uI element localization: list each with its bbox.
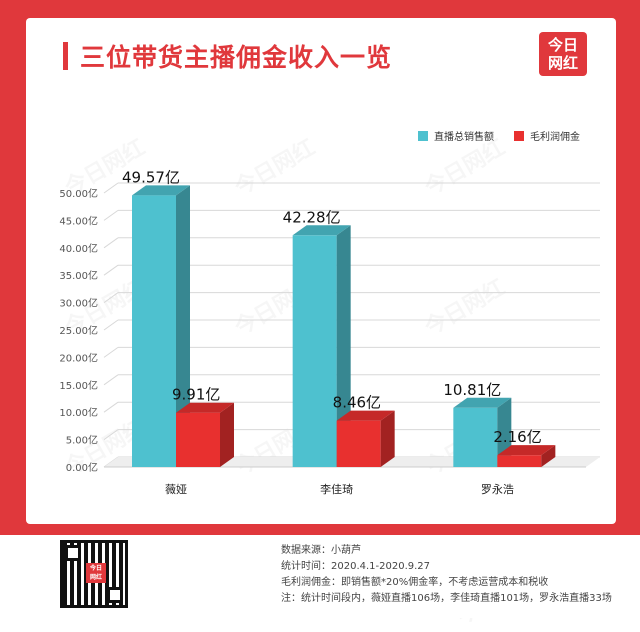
y-tick-label: 0.00亿 [66, 461, 98, 474]
data-label: 49.57亿 [122, 168, 180, 186]
bar-side [380, 410, 395, 467]
y-tick-label: 10.00亿 [59, 406, 98, 419]
x-tick-label: 薇娅 [165, 482, 187, 496]
data-label: 9.91亿 [172, 386, 220, 404]
grid-depth-line [103, 264, 119, 276]
y-tick-label: 40.00亿 [59, 242, 98, 255]
y-tick-label: 30.00亿 [59, 297, 98, 310]
data-label: 10.81亿 [443, 381, 501, 399]
bar-top [292, 225, 351, 236]
note-commission: 毛利润佣金：即销售额*20%佣金率，不考虑运营成本和税收 [281, 577, 549, 588]
page-title: 三位带货主播佣金收入一览 [80, 43, 393, 72]
note-period: 统计时间：2020.4.1-2020.9.27 [281, 561, 431, 572]
note-sessions: 注：统计时间段内，薇娅直播106场，李佳琦直播101场，罗永浩直播33场 [281, 593, 612, 604]
bar-top [453, 397, 512, 408]
data-label: 2.16亿 [493, 428, 541, 446]
grid-depth-line [103, 182, 119, 194]
footer-notes: 数据来源：小葫芦 统计时间：2020.4.1-2020.9.27 毛利润佣金：即… [281, 543, 612, 607]
legend-swatch-sales [418, 130, 428, 141]
bar-chart: 0.00亿 5.00亿 10.00亿 15.00亿 20.00亿 25.00亿 30.00亿… [59, 168, 600, 496]
grid-depth-line [103, 401, 119, 413]
logo-line-2: 网红 [547, 54, 578, 72]
bar-top [132, 185, 190, 196]
legend-item-sales: 直播总销售额 [418, 128, 494, 143]
qr-badge-line-1: 今日 [89, 565, 102, 572]
grid-depth-line [103, 237, 119, 249]
logo-line-1: 今日 [547, 36, 578, 54]
bar-top [497, 445, 556, 456]
legend-label-sales: 直播总销售额 [434, 132, 494, 143]
grid-depth-line [103, 429, 119, 441]
bar-sales [453, 407, 498, 467]
data-label: 42.28亿 [283, 208, 341, 226]
legend-item-commission: 毛利润佣金 [514, 128, 580, 143]
legend-swatch-commission [514, 130, 524, 141]
bar-commission [176, 412, 220, 467]
title-accent-bar [63, 42, 68, 70]
bar-side [220, 402, 234, 467]
grid-depth-line [103, 346, 119, 358]
chart-legend: 直播总销售额 毛利润佣金 [418, 128, 580, 143]
y-tick-label: 20.00亿 [59, 351, 98, 364]
note-source: 数据来源：小葫芦 [281, 545, 361, 556]
y-tick-label: 15.00亿 [59, 379, 98, 392]
legend-label-commission: 毛利润佣金 [530, 132, 580, 143]
y-tick-label: 5.00亿 [66, 434, 98, 447]
qr-badge-logo: 今日 网红 [86, 563, 106, 583]
y-tick-label: 35.00亿 [59, 269, 98, 282]
bar-side [336, 225, 351, 467]
grid-depth-line [103, 374, 119, 386]
y-tick-label: 45.00亿 [59, 214, 98, 227]
bar-side [541, 445, 556, 467]
grid-depth-line [103, 319, 119, 331]
grid-depth-line [103, 209, 119, 221]
y-tick-label: 25.00亿 [59, 324, 98, 337]
bar-commission [336, 420, 381, 467]
bar-commission [497, 455, 542, 467]
data-label: 8.46亿 [333, 394, 381, 412]
qr-badge-line-2: 网红 [89, 574, 102, 581]
bar-sales [292, 235, 337, 467]
bar-top [176, 402, 234, 413]
x-tick-label: 罗永浩 [481, 482, 514, 496]
bar-side [176, 185, 190, 468]
grid-depth-line [103, 292, 119, 304]
y-tick-label: 50.00亿 [59, 187, 98, 200]
x-tick-label: 李佳琦 [320, 482, 353, 496]
brand-logo: 今日 网红 [539, 32, 587, 76]
bar-top [336, 410, 395, 421]
bar-sales [132, 195, 176, 468]
